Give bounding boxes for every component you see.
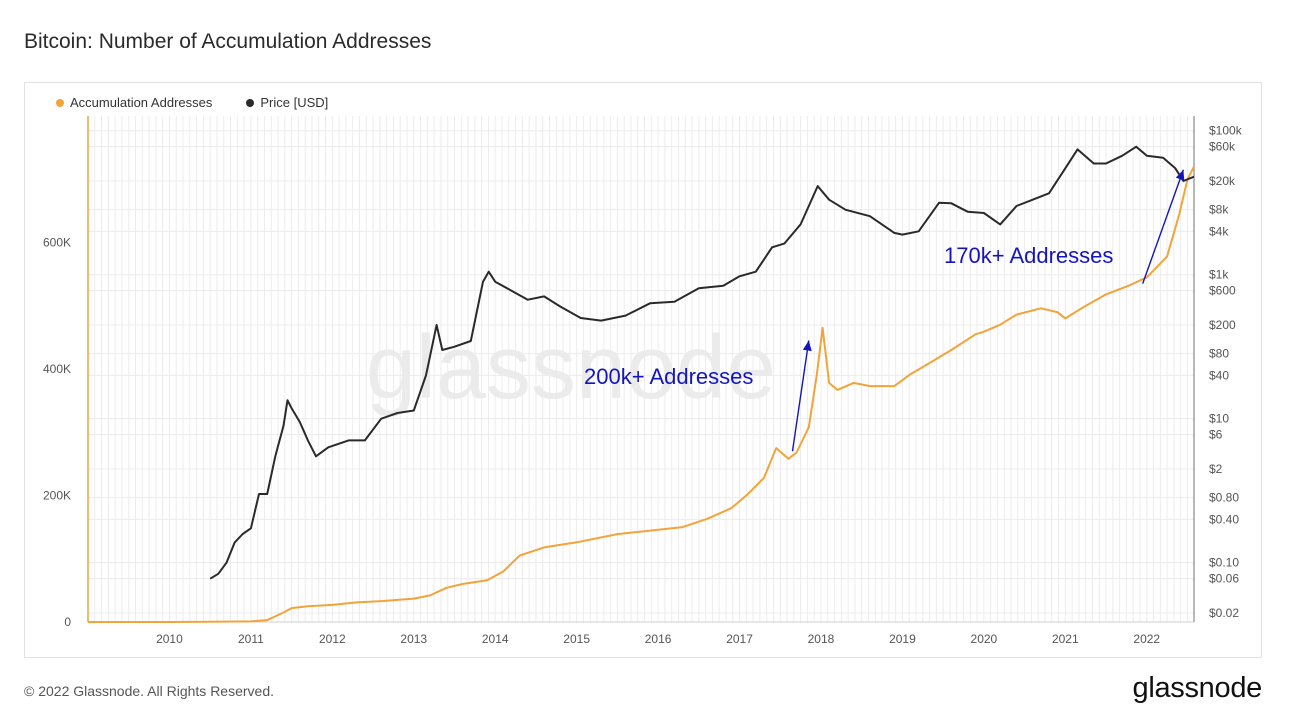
x-tick-label: 2018	[808, 632, 835, 646]
brand-logo[interactable]: glassnode	[1132, 672, 1262, 704]
x-tick-label: 2016	[645, 632, 672, 646]
legend-item-accumulation[interactable]: Accumulation Addresses	[56, 95, 212, 110]
right-tick-label: $20k	[1209, 174, 1236, 188]
left-tick-label: 600K	[43, 236, 71, 250]
right-tick-label: $0.80	[1209, 491, 1239, 505]
annotation-label: 200k+ Addresses	[584, 364, 753, 389]
x-tick-label: 2010	[156, 632, 183, 646]
series-line-accumulation-addresses	[88, 166, 1195, 623]
legend-label-price: Price [USD]	[260, 95, 329, 110]
x-tick-label: 2019	[889, 632, 916, 646]
right-tick-label: $60k	[1209, 140, 1236, 154]
legend-swatch-price	[246, 98, 255, 107]
annotation-arrow-line	[1142, 169, 1185, 284]
x-tick-label: 2022	[1133, 632, 1160, 646]
right-tick-label: $0.40	[1209, 512, 1239, 526]
right-tick-label: $8k	[1209, 203, 1229, 217]
x-tick-label: 2014	[482, 632, 509, 646]
left-tick-label: 200K	[43, 489, 71, 503]
right-tick-label: $10	[1209, 412, 1229, 426]
x-tick-label: 2011	[238, 632, 264, 646]
right-tick-label: $0.06	[1209, 572, 1239, 586]
right-tick-label: $0.10	[1209, 556, 1239, 570]
page-title: Bitcoin: Number of Accumulation Addresse…	[24, 30, 432, 53]
x-tick-label: 2015	[563, 632, 590, 646]
x-tick-label: 2013	[400, 632, 427, 646]
annotation-arrow-head	[802, 340, 812, 352]
left-tick-label: 0	[64, 615, 71, 629]
x-tick-label: 2012	[319, 632, 346, 646]
right-tick-label: $4k	[1209, 224, 1229, 238]
right-tick-label: $6	[1209, 428, 1223, 442]
annotation-label: 170k+ Addresses	[944, 243, 1113, 268]
legend-swatch-accumulation	[56, 98, 64, 107]
annotation-arrow-line	[791, 340, 810, 452]
x-tick-label: 2020	[971, 632, 998, 646]
series-line-price	[209, 145, 1195, 580]
legend-item-price[interactable]: Price [USD]	[246, 95, 328, 110]
right-tick-label: $100k	[1209, 124, 1243, 138]
right-tick-label: $0.02	[1209, 606, 1239, 620]
annotation-arrow-head	[1175, 169, 1185, 181]
right-tick-label: $2	[1209, 462, 1223, 476]
x-tick-label: 2017	[726, 632, 753, 646]
chart-legend: Accumulation Addresses Price [USD]	[56, 95, 328, 110]
right-tick-label: $200	[1209, 318, 1236, 332]
right-tick-label: $1k	[1209, 268, 1229, 282]
legend-label-accumulation: Accumulation Addresses	[70, 95, 213, 110]
x-tick-label: 2021	[1052, 632, 1079, 646]
right-tick-label: $40	[1209, 368, 1229, 382]
copyright-text: © 2022 Glassnode. All Rights Reserved.	[24, 683, 275, 699]
right-tick-label: $80	[1209, 347, 1229, 361]
left-tick-label: 400K	[43, 362, 71, 376]
right-tick-label: $600	[1209, 284, 1236, 298]
